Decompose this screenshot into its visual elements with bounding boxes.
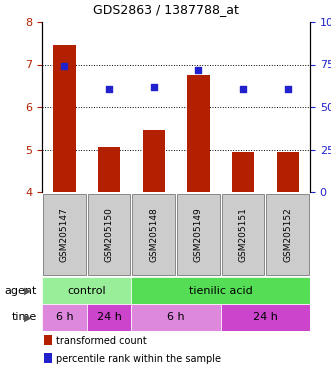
Bar: [88, 194, 130, 275]
Bar: [276, 152, 299, 192]
Bar: [221, 194, 264, 275]
Text: ▶: ▶: [24, 285, 32, 296]
Point: [240, 86, 246, 92]
Point: [196, 67, 201, 73]
Text: 24 h: 24 h: [253, 313, 278, 323]
Text: 6 h: 6 h: [56, 313, 73, 323]
Bar: [143, 131, 165, 192]
Text: time: time: [12, 313, 37, 323]
Bar: [177, 194, 220, 275]
Bar: [43, 194, 86, 275]
Text: GSM205150: GSM205150: [105, 207, 114, 262]
Text: control: control: [67, 285, 106, 296]
Bar: [232, 152, 254, 192]
Text: 6 h: 6 h: [167, 313, 185, 323]
Text: agent: agent: [5, 285, 37, 296]
Bar: [131, 304, 221, 331]
Text: GSM205151: GSM205151: [239, 207, 248, 262]
Point: [62, 63, 67, 69]
Point: [106, 86, 112, 92]
Text: GSM205152: GSM205152: [283, 207, 292, 262]
Bar: [87, 304, 131, 331]
Text: GSM205147: GSM205147: [60, 207, 69, 262]
Text: GSM205149: GSM205149: [194, 207, 203, 262]
Bar: [131, 277, 310, 304]
Text: transformed count: transformed count: [56, 336, 147, 346]
Point: [151, 84, 156, 90]
Text: GSM205148: GSM205148: [149, 207, 158, 262]
Bar: [98, 147, 120, 192]
Text: 24 h: 24 h: [97, 313, 121, 323]
Bar: [42, 277, 131, 304]
Text: percentile rank within the sample: percentile rank within the sample: [56, 354, 221, 364]
Bar: [42, 304, 87, 331]
Text: GDS2863 / 1387788_at: GDS2863 / 1387788_at: [93, 3, 238, 16]
Text: tienilic acid: tienilic acid: [189, 285, 253, 296]
Bar: [53, 45, 75, 192]
Bar: [132, 194, 175, 275]
Bar: [266, 194, 309, 275]
Bar: [187, 75, 210, 192]
Bar: [221, 304, 310, 331]
Point: [285, 86, 290, 92]
Text: ▶: ▶: [24, 313, 32, 323]
